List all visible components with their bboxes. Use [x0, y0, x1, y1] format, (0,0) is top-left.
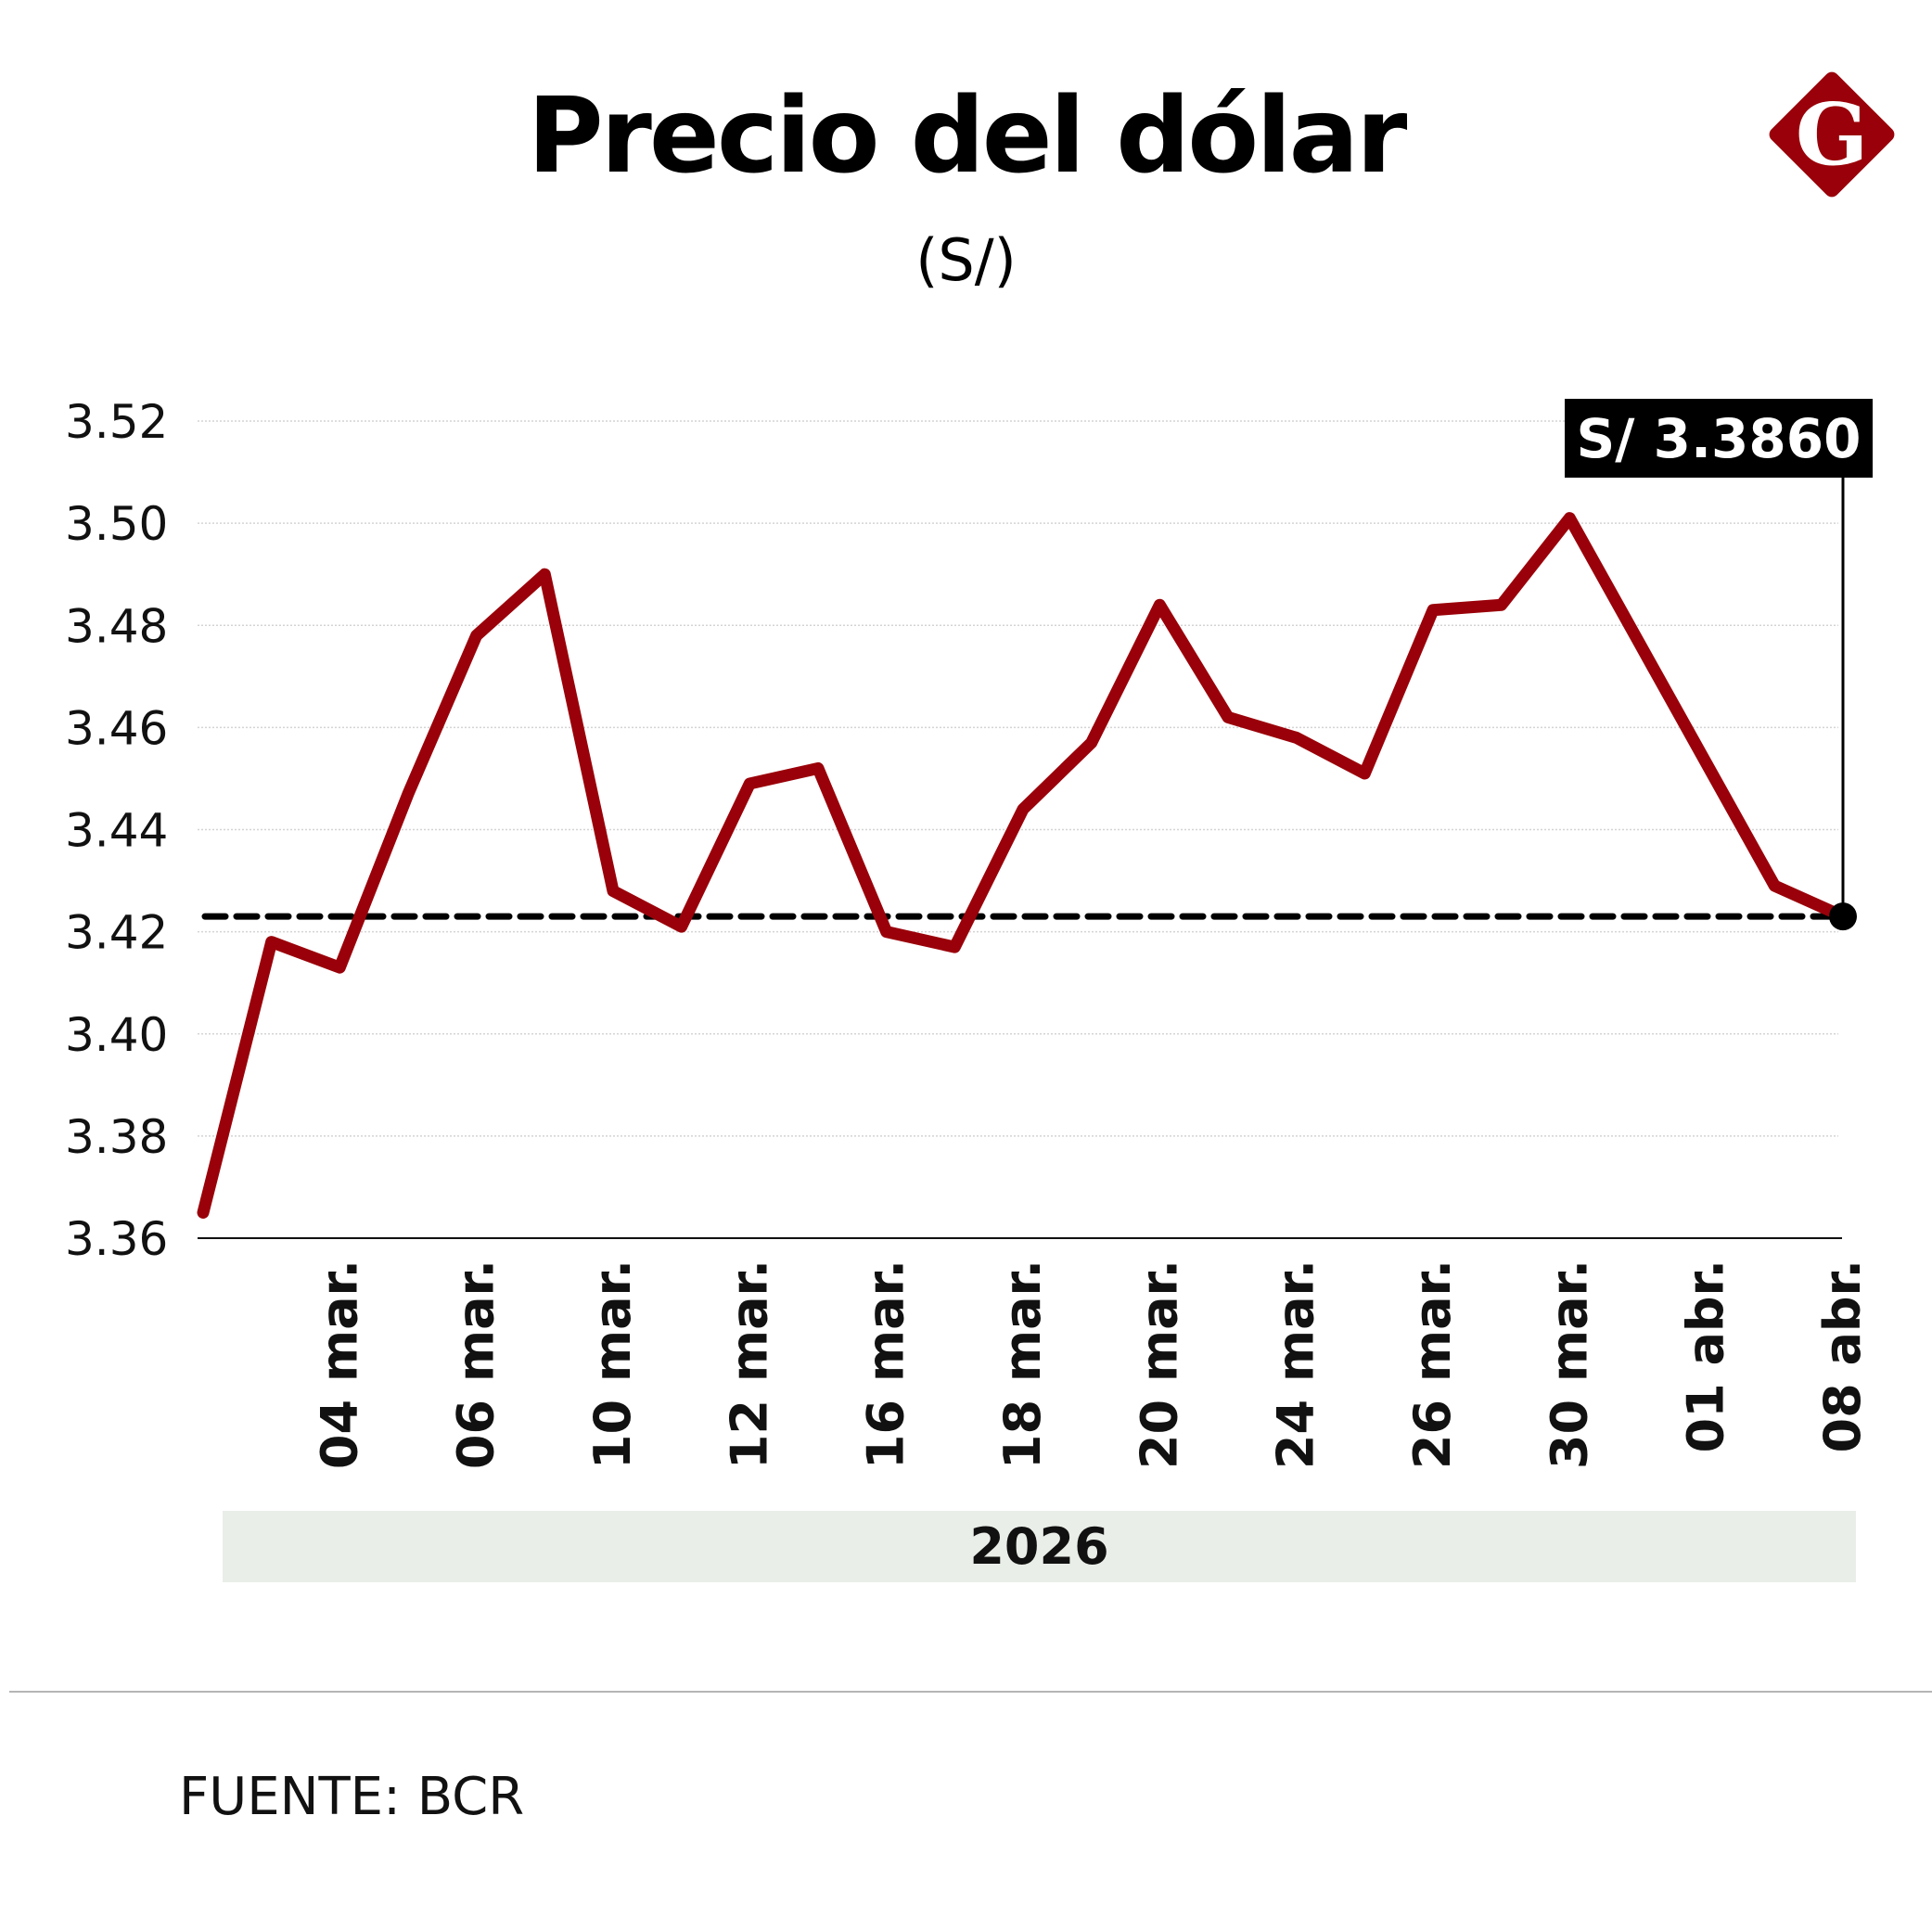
chart-subtitle: (S/) [915, 226, 1017, 294]
series-line [197, 512, 1849, 1219]
x-tick-label: 04 mar. [310, 1259, 368, 1469]
last-point-marker [1829, 902, 1857, 931]
line-chart: 3.36 3.38 3.40 3.42 3.44 3.46 3.48 3.50 3.52 04 m… [65, 395, 1873, 1469]
brand-logo: G [1769, 71, 1895, 198]
x-tick-label: 08 abr. [1813, 1259, 1872, 1453]
x-tick-label: 06 mar. [447, 1259, 505, 1469]
y-tick-label: 3.42 [65, 906, 168, 960]
x-tick-label: 12 mar. [720, 1259, 778, 1469]
x-tick-label: 20 mar. [1130, 1259, 1188, 1469]
y-tick-label: 3.52 [65, 395, 168, 449]
svg-text:G: G [1796, 84, 1869, 185]
x-tick-label: 01 abr. [1677, 1259, 1735, 1453]
x-tick-label: 10 mar. [583, 1259, 642, 1469]
x-tick-label: 16 mar. [857, 1259, 915, 1469]
y-tick-label: 3.40 [65, 1008, 168, 1062]
divider [9, 1691, 1932, 1693]
x-tick-label: 26 mar. [1403, 1259, 1462, 1469]
y-tick-label: 3.36 [65, 1212, 168, 1266]
x-tick-label: 18 mar. [993, 1259, 1052, 1469]
y-tick-label: 3.44 [65, 804, 168, 858]
callout-box [1565, 399, 1873, 478]
y-tick-label: 3.50 [65, 497, 168, 551]
y-tick-label: 3.48 [65, 599, 168, 653]
y-tick-label: 3.38 [65, 1110, 168, 1164]
callout-label: S/ 3.3860 [1577, 407, 1862, 470]
x-tick-label: 24 mar. [1267, 1259, 1325, 1469]
y-tick-label: 3.46 [65, 701, 168, 755]
source-note: FUENTE: BCR [179, 1767, 525, 1827]
year-band: 2026 [223, 1511, 1856, 1582]
x-tick-label: 30 mar. [1540, 1259, 1598, 1469]
chart-title: Precio del dólar [527, 76, 1408, 197]
